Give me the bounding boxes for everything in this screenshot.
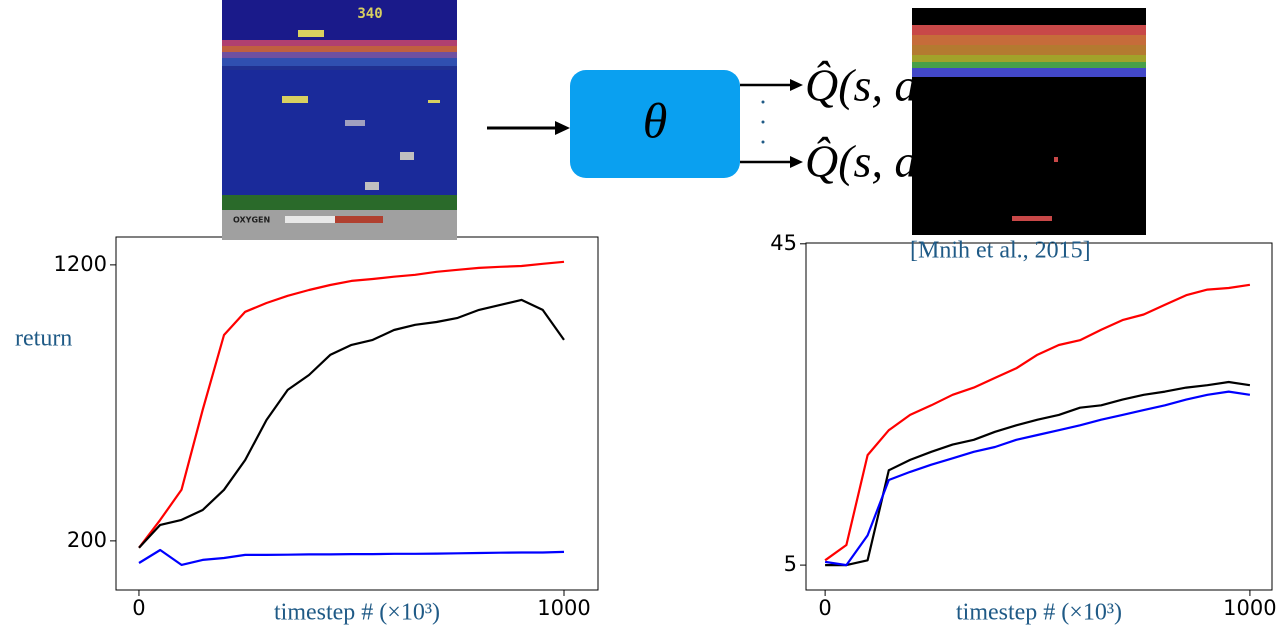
breakout-screen — [912, 8, 1146, 235]
arrowhead — [555, 121, 570, 135]
game-score: 340 — [357, 6, 382, 22]
series-line — [824, 390, 1251, 567]
series-line — [138, 260, 565, 549]
network-label: θ — [643, 92, 668, 148]
x-axis-label: timestep # (×10³) — [956, 600, 1122, 626]
y-tick-label: 1200 — [54, 252, 107, 276]
x-axis-label: timestep # (×10³) — [274, 600, 440, 626]
y-tick-label: 200 — [67, 528, 107, 552]
series-line — [825, 380, 1251, 567]
x-tick-label: 1000 — [537, 596, 590, 620]
series-line — [824, 283, 1251, 562]
x-tick-label: 1000 — [1223, 596, 1276, 620]
series-line — [138, 298, 565, 549]
charts: 200 1200 0 1000 timestep # (×10³) return 5 45 0 1… — [15, 231, 1277, 626]
network-box — [570, 70, 740, 178]
y-tick-label: 5 — [784, 552, 797, 576]
output-label: Q̂(s, a — [805, 136, 917, 187]
gauge-label: OXYGEN — [233, 216, 270, 225]
output-label: Q̂(s, a — [805, 60, 917, 111]
plot-frame — [115, 236, 599, 591]
x-tick-label: 0 — [132, 596, 145, 620]
citation: [Mnih et al., 2015] — [910, 238, 1091, 264]
arrowhead — [790, 79, 803, 91]
arrowhead — [790, 156, 803, 168]
ellipsis — [761, 100, 765, 144]
plot-frame — [805, 242, 1273, 591]
y-axis-label: return — [15, 326, 72, 352]
y-tick-label: 45 — [770, 231, 797, 255]
x-tick-label: 0 — [818, 596, 831, 620]
series-line — [138, 548, 565, 566]
seaquest-screen: 340 OXYGEN — [222, 0, 457, 240]
